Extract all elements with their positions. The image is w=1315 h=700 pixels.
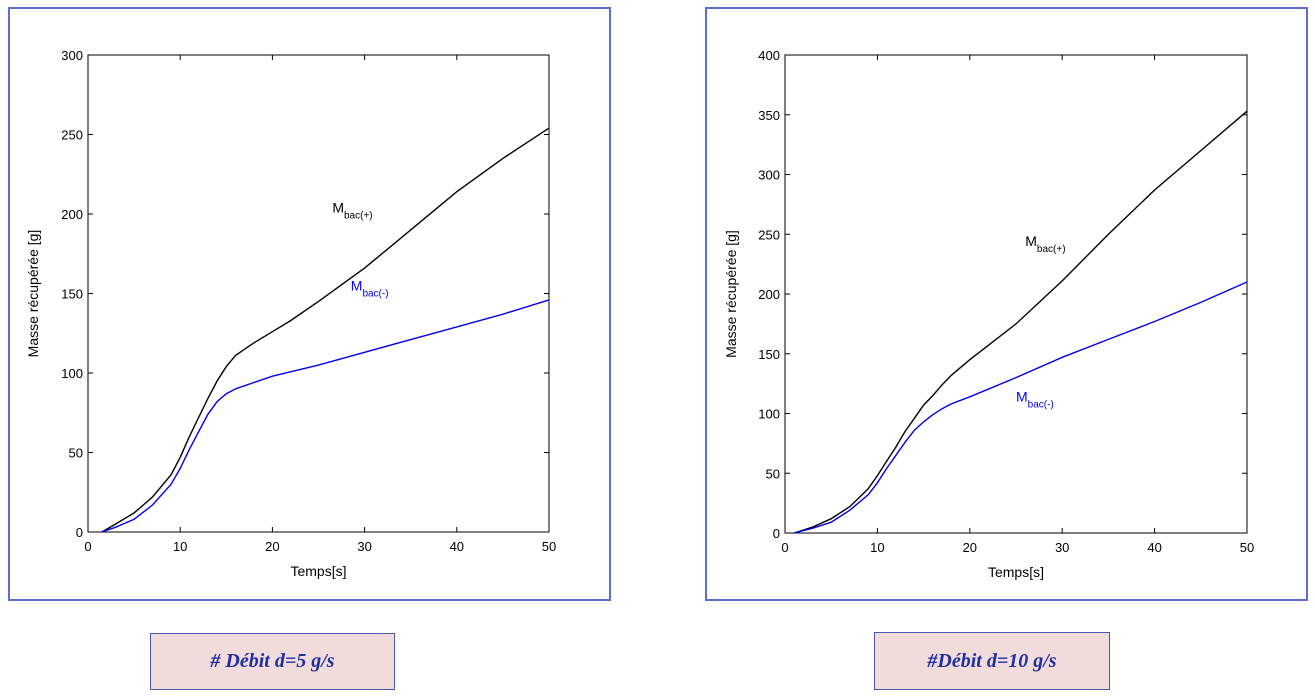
series-line-2 (101, 299, 550, 533)
x-tick-label: 10 (173, 539, 187, 554)
y-tick-label: 400 (758, 48, 780, 63)
x-tick-label: 20 (265, 539, 279, 554)
x-tick-label: 30 (1055, 540, 1069, 555)
annotation-subscript: bac(-) (1028, 400, 1054, 411)
annotation-subscript: bac(+) (344, 210, 373, 221)
x-axis-label: Temps[s] (988, 564, 1044, 580)
y-tick-label: 200 (758, 287, 780, 302)
y-tick-label: 350 (758, 108, 780, 123)
annotation-subscript: bac(+) (1037, 244, 1066, 255)
annotation-main: M (1016, 389, 1028, 405)
y-tick-label: 150 (61, 287, 83, 302)
annotation-main: M (332, 199, 344, 215)
annotation-subscript: bac(-) (362, 288, 388, 299)
x-tick-label: 50 (1240, 540, 1254, 555)
series-annotation-2: Mbac(-) (351, 277, 389, 299)
series-annotation-2: Mbac(-) (1016, 389, 1054, 411)
caption-1-text: # Débit d=5 g/s (210, 650, 335, 672)
annotation-main: M (1025, 233, 1037, 249)
annotation-main: M (351, 277, 363, 293)
y-tick-label: 50 (69, 446, 83, 461)
y-tick-label: 50 (766, 466, 780, 481)
x-axis-label: Temps[s] (290, 563, 346, 579)
series-annotation-1: Mbac(+) (332, 199, 372, 221)
x-tick-label: 0 (84, 539, 91, 554)
x-tick-label: 40 (450, 539, 464, 554)
series-line-1 (793, 110, 1248, 534)
x-tick-label: 20 (963, 540, 977, 555)
x-tick-label: 10 (870, 540, 884, 555)
y-tick-label: 100 (61, 366, 83, 381)
y-tick-label: 250 (758, 227, 780, 242)
chart-2: 0 10 20 30 40 50 0 50 100 150 200 250 300 350 400 Temps… (723, 48, 1254, 580)
y-tick-label: 150 (758, 347, 780, 362)
x-tick-label: 40 (1147, 540, 1161, 555)
x-tick-label: 0 (781, 540, 788, 555)
y-tick-label: 200 (61, 207, 83, 222)
plot-area (784, 54, 1248, 534)
y-tick-label: 300 (61, 48, 83, 63)
y-tick-label: 0 (76, 525, 83, 540)
series-line-1 (101, 127, 550, 533)
y-tick-label: 250 (61, 128, 83, 143)
y-tick-label: 300 (758, 168, 780, 183)
series-line-2 (794, 281, 1248, 534)
y-axis-label: Masse récupérée [g] (25, 230, 41, 358)
chart-1: 0 10 20 30 40 50 0 50 100 150 200 250 300 Temps[s] Mas… (25, 48, 556, 579)
caption-box-2: #Débit d=10 g/s (874, 632, 1110, 690)
y-axis-label: Masse récupérée [g] (723, 230, 739, 358)
x-tick-label: 50 (542, 539, 556, 554)
caption-box-1: # Débit d=5 g/s (150, 633, 395, 690)
y-tick-label: 0 (773, 526, 780, 541)
caption-2-text: #Débit d=10 g/s (927, 649, 1057, 672)
x-tick-label: 30 (357, 539, 371, 554)
plot-area (87, 54, 550, 533)
series-annotation-1: Mbac(+) (1025, 233, 1065, 255)
y-tick-label: 100 (758, 407, 780, 422)
